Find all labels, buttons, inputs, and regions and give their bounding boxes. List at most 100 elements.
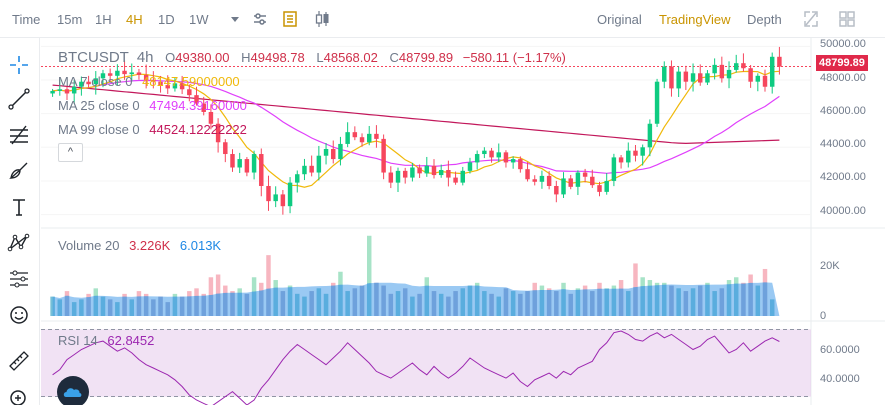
candle-body xyxy=(633,150,638,156)
interval-time[interactable]: Time xyxy=(12,12,41,27)
price-chart[interactable] xyxy=(41,38,885,405)
volume-ma-bar xyxy=(438,293,444,316)
volume-ma-bar xyxy=(662,284,667,316)
volume-ma-bar xyxy=(582,289,588,316)
tradingview-logo[interactable] xyxy=(57,376,89,405)
interval-15m[interactable]: 15m xyxy=(57,12,83,27)
candle-body xyxy=(777,56,782,67)
volume-ma-bar xyxy=(741,283,746,316)
ma7-name: MA 7 close 0 xyxy=(58,74,133,89)
rsi-value: 62.8452 xyxy=(107,333,155,348)
ma7-legend: MA 7 close 0 48147.59000000 xyxy=(58,74,240,90)
candle-body xyxy=(280,194,286,207)
candle-body xyxy=(71,86,77,94)
volume-ma-bar xyxy=(568,293,573,316)
price-tick: 46000.00 xyxy=(820,105,866,117)
interval-1d[interactable]: 1D xyxy=(158,12,175,27)
volume-ma-bar xyxy=(410,296,415,316)
candle-body xyxy=(726,69,732,79)
candle-body xyxy=(438,170,444,176)
brush-icon[interactable] xyxy=(6,158,32,184)
candle-body xyxy=(662,66,667,82)
candle-body xyxy=(143,74,149,81)
candle-body xyxy=(539,175,545,182)
candle-body xyxy=(676,71,681,89)
volume-ma-bar xyxy=(712,291,717,316)
candle-body xyxy=(575,172,581,187)
candle-body xyxy=(366,133,372,143)
candle-body xyxy=(474,154,480,163)
rsi-line xyxy=(52,330,780,405)
view-depth[interactable]: Depth xyxy=(747,12,782,27)
candle-body xyxy=(352,132,358,138)
candle-body xyxy=(381,138,386,173)
chevron-down-icon[interactable] xyxy=(226,9,244,29)
pattern-icon[interactable] xyxy=(6,230,32,256)
volume-ma-bar xyxy=(352,288,358,316)
candle-body xyxy=(338,143,343,160)
volume-ma-bar xyxy=(338,284,343,316)
fullscreen-icon[interactable] xyxy=(802,9,820,29)
settings-sliders-icon[interactable] xyxy=(251,9,269,29)
candle-body xyxy=(597,185,602,192)
candle-body xyxy=(93,78,99,85)
volume-ma-bar xyxy=(223,292,228,316)
fib-tools-icon[interactable] xyxy=(6,122,32,148)
volume-ma-bar xyxy=(395,291,401,316)
rsi-legend: RSI 14 62.8452 xyxy=(58,333,154,349)
interval-4h[interactable]: 4H xyxy=(126,12,143,27)
candle-body xyxy=(50,90,55,94)
emoji-icon[interactable] xyxy=(6,302,32,328)
volume-ma-bar xyxy=(345,291,350,316)
crosshair-icon[interactable] xyxy=(6,52,32,78)
candle-body xyxy=(719,64,725,79)
candle-body xyxy=(122,70,127,75)
volume-legend: Volume 20 3.226K 6.013K xyxy=(58,238,221,254)
volume-ma-bar xyxy=(690,288,696,316)
volume-ma-bar xyxy=(424,285,430,316)
high-key: H xyxy=(241,50,251,65)
volume-ma-bar xyxy=(295,293,300,316)
last-price-tag: 48799.89 xyxy=(816,55,868,71)
view-tradingview[interactable]: TradingView xyxy=(659,12,731,27)
open-value: 49380.00 xyxy=(175,50,230,65)
volume-ma-bar xyxy=(482,291,487,316)
interval-1w[interactable]: 1W xyxy=(189,12,209,27)
measure-icon[interactable] xyxy=(6,266,32,292)
volume-ma-bar xyxy=(446,296,451,316)
volume-ma-bar xyxy=(359,285,365,316)
volume-ma-bar xyxy=(518,293,523,316)
volume-ma-bar xyxy=(496,296,501,316)
volume-ma-bar xyxy=(143,296,149,316)
interval-1h[interactable]: 1H xyxy=(95,12,112,27)
candlestick-icon[interactable] xyxy=(313,9,331,29)
volume-ma-bar xyxy=(107,299,113,316)
volume-ma-bar xyxy=(309,291,314,316)
low-value: 48568.02 xyxy=(323,50,378,65)
view-original[interactable]: Original xyxy=(597,12,642,27)
candle-body xyxy=(741,63,746,69)
candle-body xyxy=(100,73,106,79)
candle-body xyxy=(611,157,617,181)
zoom-in-icon[interactable] xyxy=(6,386,32,405)
candle-body xyxy=(107,73,113,76)
grid-icon[interactable] xyxy=(838,9,856,29)
candle-body xyxy=(431,165,437,176)
ma25-name: MA 25 close 0 xyxy=(58,98,140,113)
chart-area[interactable]: BTCUSDT 4h O49380.00 H49498.78 L48568.02 … xyxy=(41,38,885,405)
candle-body xyxy=(115,70,120,76)
volume-ma-bar xyxy=(64,295,70,316)
trend-line-icon[interactable] xyxy=(6,86,32,112)
volume-ma-bar xyxy=(115,302,120,316)
drawing-tools-rail xyxy=(0,38,40,405)
volume-ma-bar xyxy=(647,285,653,316)
legend-collapse-button[interactable]: ^ xyxy=(58,143,83,162)
candle-body xyxy=(302,165,307,175)
volume-tick: 0 xyxy=(820,310,827,322)
candle-body xyxy=(316,155,322,173)
candle-body xyxy=(345,132,350,144)
text-icon[interactable] xyxy=(6,194,32,220)
ruler-icon[interactable] xyxy=(6,348,32,374)
volume-ma-bar xyxy=(431,291,437,316)
indicator-icon[interactable] xyxy=(281,9,299,29)
